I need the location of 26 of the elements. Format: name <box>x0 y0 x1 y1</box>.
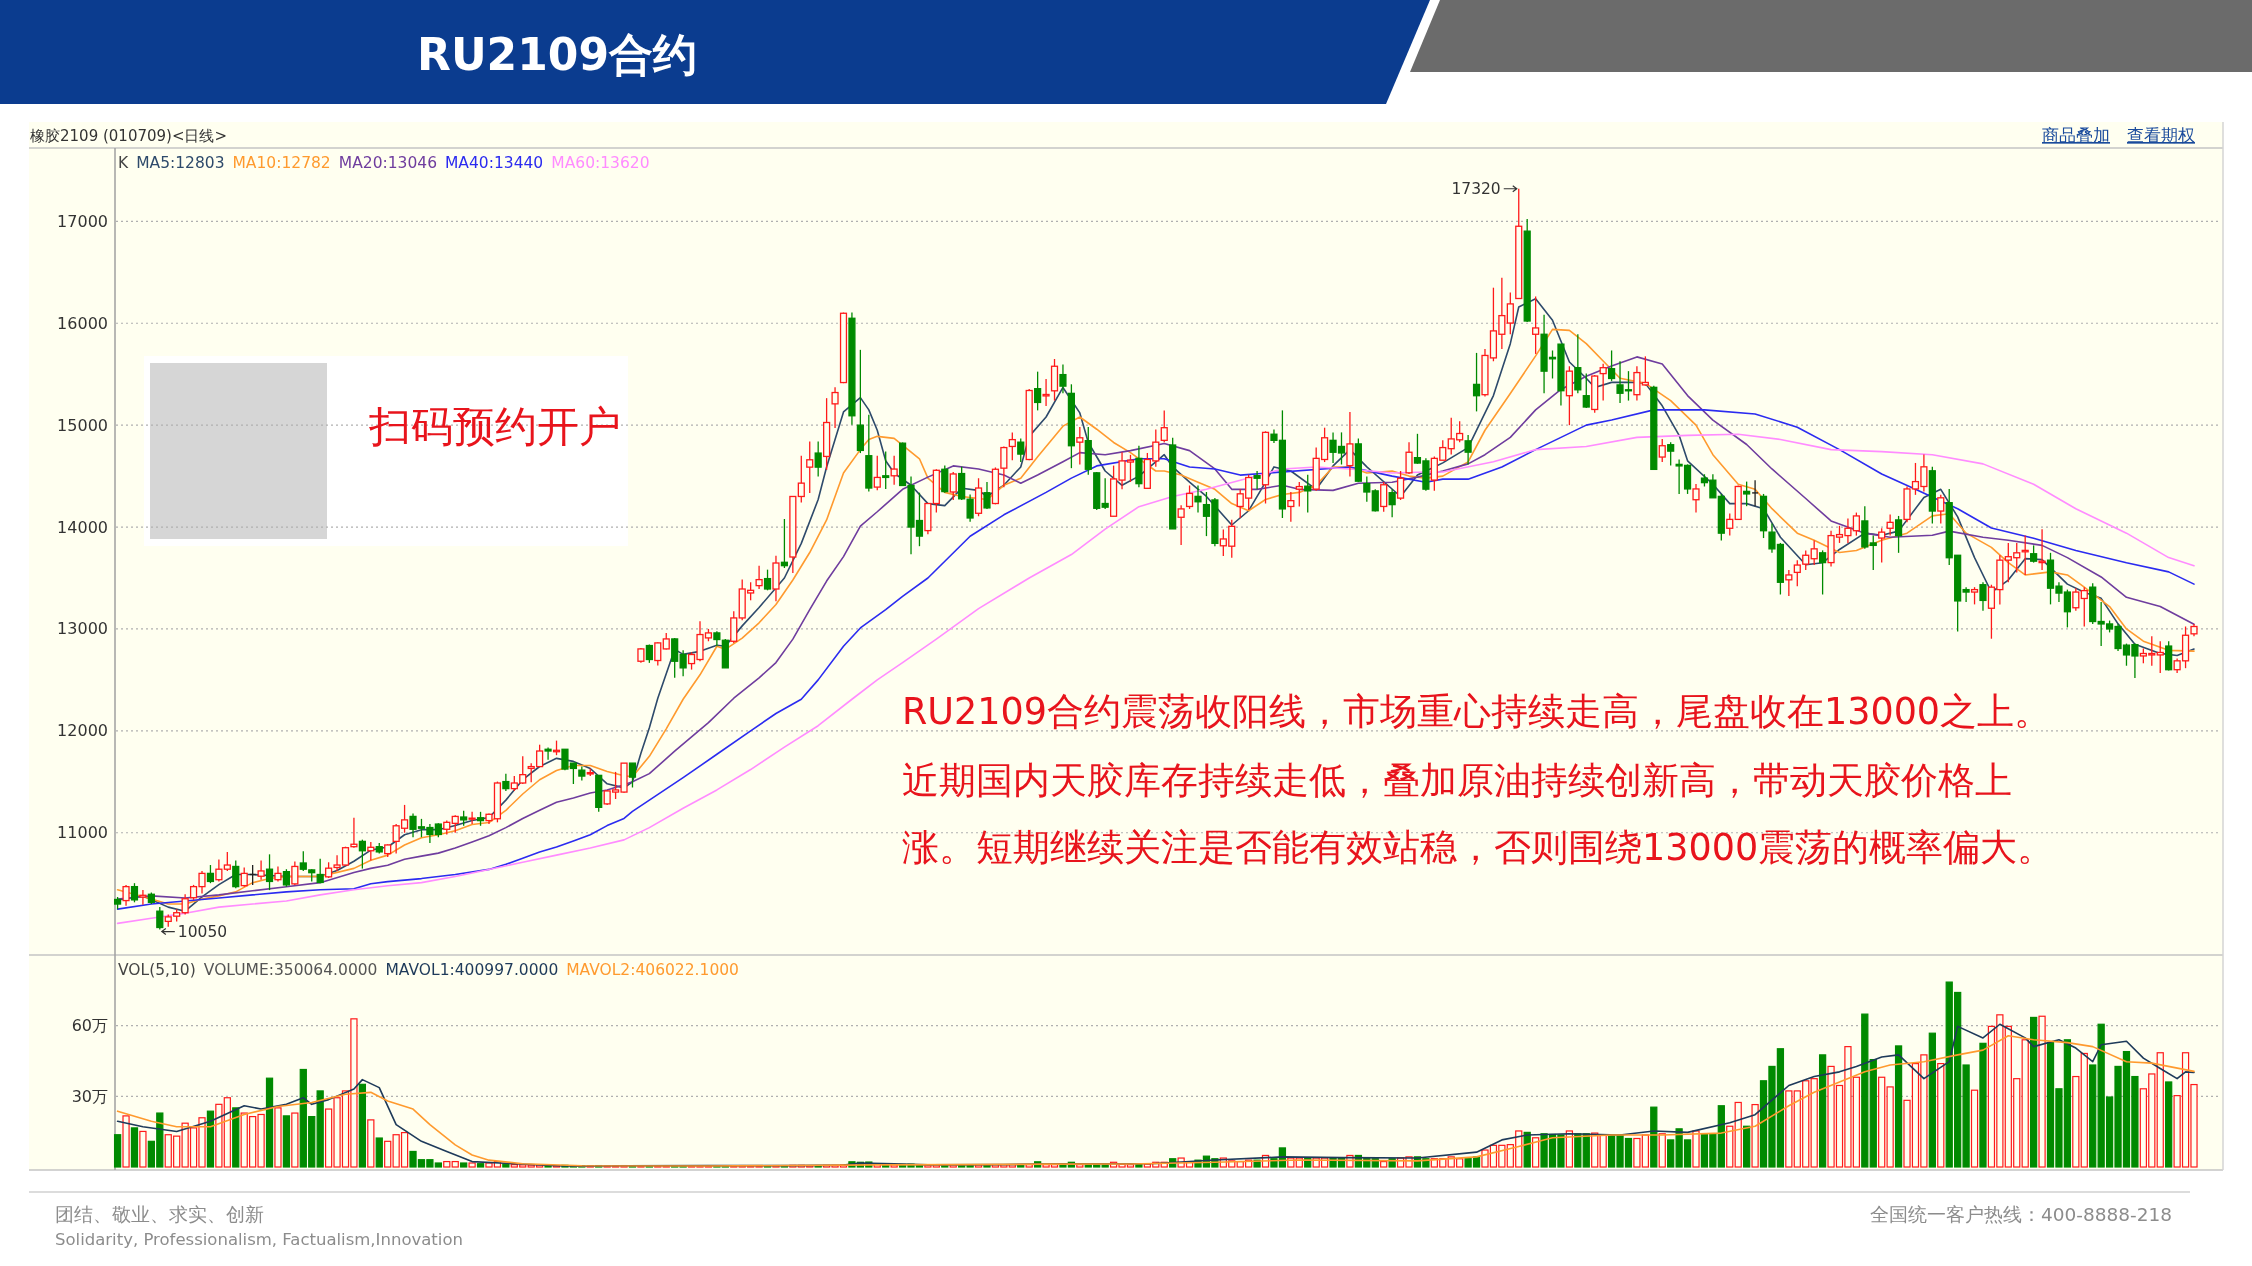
annotation: 近期国内天胶库存持续走低，叠加原油持续创新高，带动天胶价格上 <box>902 759 2012 802</box>
legend: VOL(5,10) VOLUME:350064.0000 MAVOL1:400997.0000 MAVOL2:406022.1000 <box>118 961 739 979</box>
annotation: 10050 <box>177 922 228 941</box>
y-tick-label: 14000 <box>57 517 108 537</box>
legend: K MA5:12803 MA10:12782 MA20:13046 MA40:13440 MA60:13620 <box>118 154 650 172</box>
y-tick-label: 16000 <box>57 313 108 333</box>
annotation: RU2109合约震荡收阳线，市场重心持续走高，尾盘收在13000之上。 <box>902 690 2052 733</box>
text: Solidarity, Professionalism, Factualism,Innovation <box>55 1230 463 1249</box>
text: 全国统一客户热线：400-8888-218 <box>1869 1204 2172 1225</box>
text: 查看期权 <box>2127 126 2195 145</box>
chart-subtitle: 橡胶2109 (010709)<日线> <box>30 127 228 145</box>
annotation: 17320 <box>1451 179 1501 198</box>
text: 商品叠加 <box>2042 126 2110 145</box>
annotation: 10050 <box>160 922 228 941</box>
y-tick-label: 60万 <box>71 1016 108 1036</box>
y-tick-label: 17000 <box>57 211 108 231</box>
annotation: 扫码预约开户 <box>368 402 621 451</box>
y-tick-label: 15000 <box>57 415 108 435</box>
y-tick-label: 13000 <box>57 619 108 639</box>
annotation: 17320 <box>1451 179 1518 198</box>
chart-title: RU2109合约 <box>417 29 698 80</box>
y-tick-label: 30万 <box>71 1086 108 1106</box>
y-tick-label: 11000 <box>57 823 108 843</box>
annotation: 涨。短期继续关注是否能有效站稳，否则围绕13000震荡的概率偏大。 <box>902 826 2055 869</box>
y-tick-label: 12000 <box>57 721 108 741</box>
text: 团结、敬业、求实、创新 <box>55 1204 264 1225</box>
